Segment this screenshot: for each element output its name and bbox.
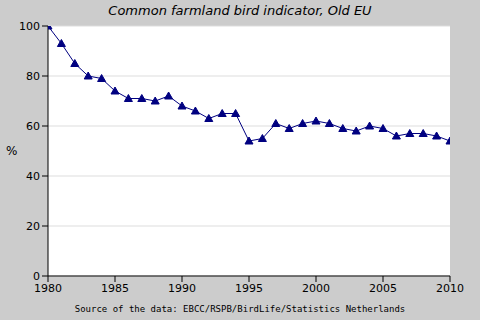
svg-text:1995: 1995 <box>235 282 263 295</box>
svg-text:40: 40 <box>26 170 40 183</box>
svg-text:1980: 1980 <box>34 282 62 295</box>
html-text:Common farmland bird indicator: Common farmland bird indicator, Old EU <box>108 3 372 18</box>
svg-text:1990: 1990 <box>168 282 196 295</box>
svg-text:2005: 2005 <box>369 282 397 295</box>
svg-text:0: 0 <box>33 270 40 283</box>
svg-text:60: 60 <box>26 120 40 133</box>
svg-text:%: % <box>8 144 17 158</box>
svg-text:20: 20 <box>26 220 40 233</box>
svg-text:2000: 2000 <box>302 282 330 295</box>
svg-text:100: 100 <box>19 20 40 33</box>
svg-text:2010: 2010 <box>436 282 464 295</box>
html-text:Source of the data: EBCC/RSPB/: Source of the data: EBCC/RSPB/BirdLife/S… <box>74 304 406 314</box>
svg-text:1985: 1985 <box>101 282 129 295</box>
svg-text:80: 80 <box>26 70 40 83</box>
